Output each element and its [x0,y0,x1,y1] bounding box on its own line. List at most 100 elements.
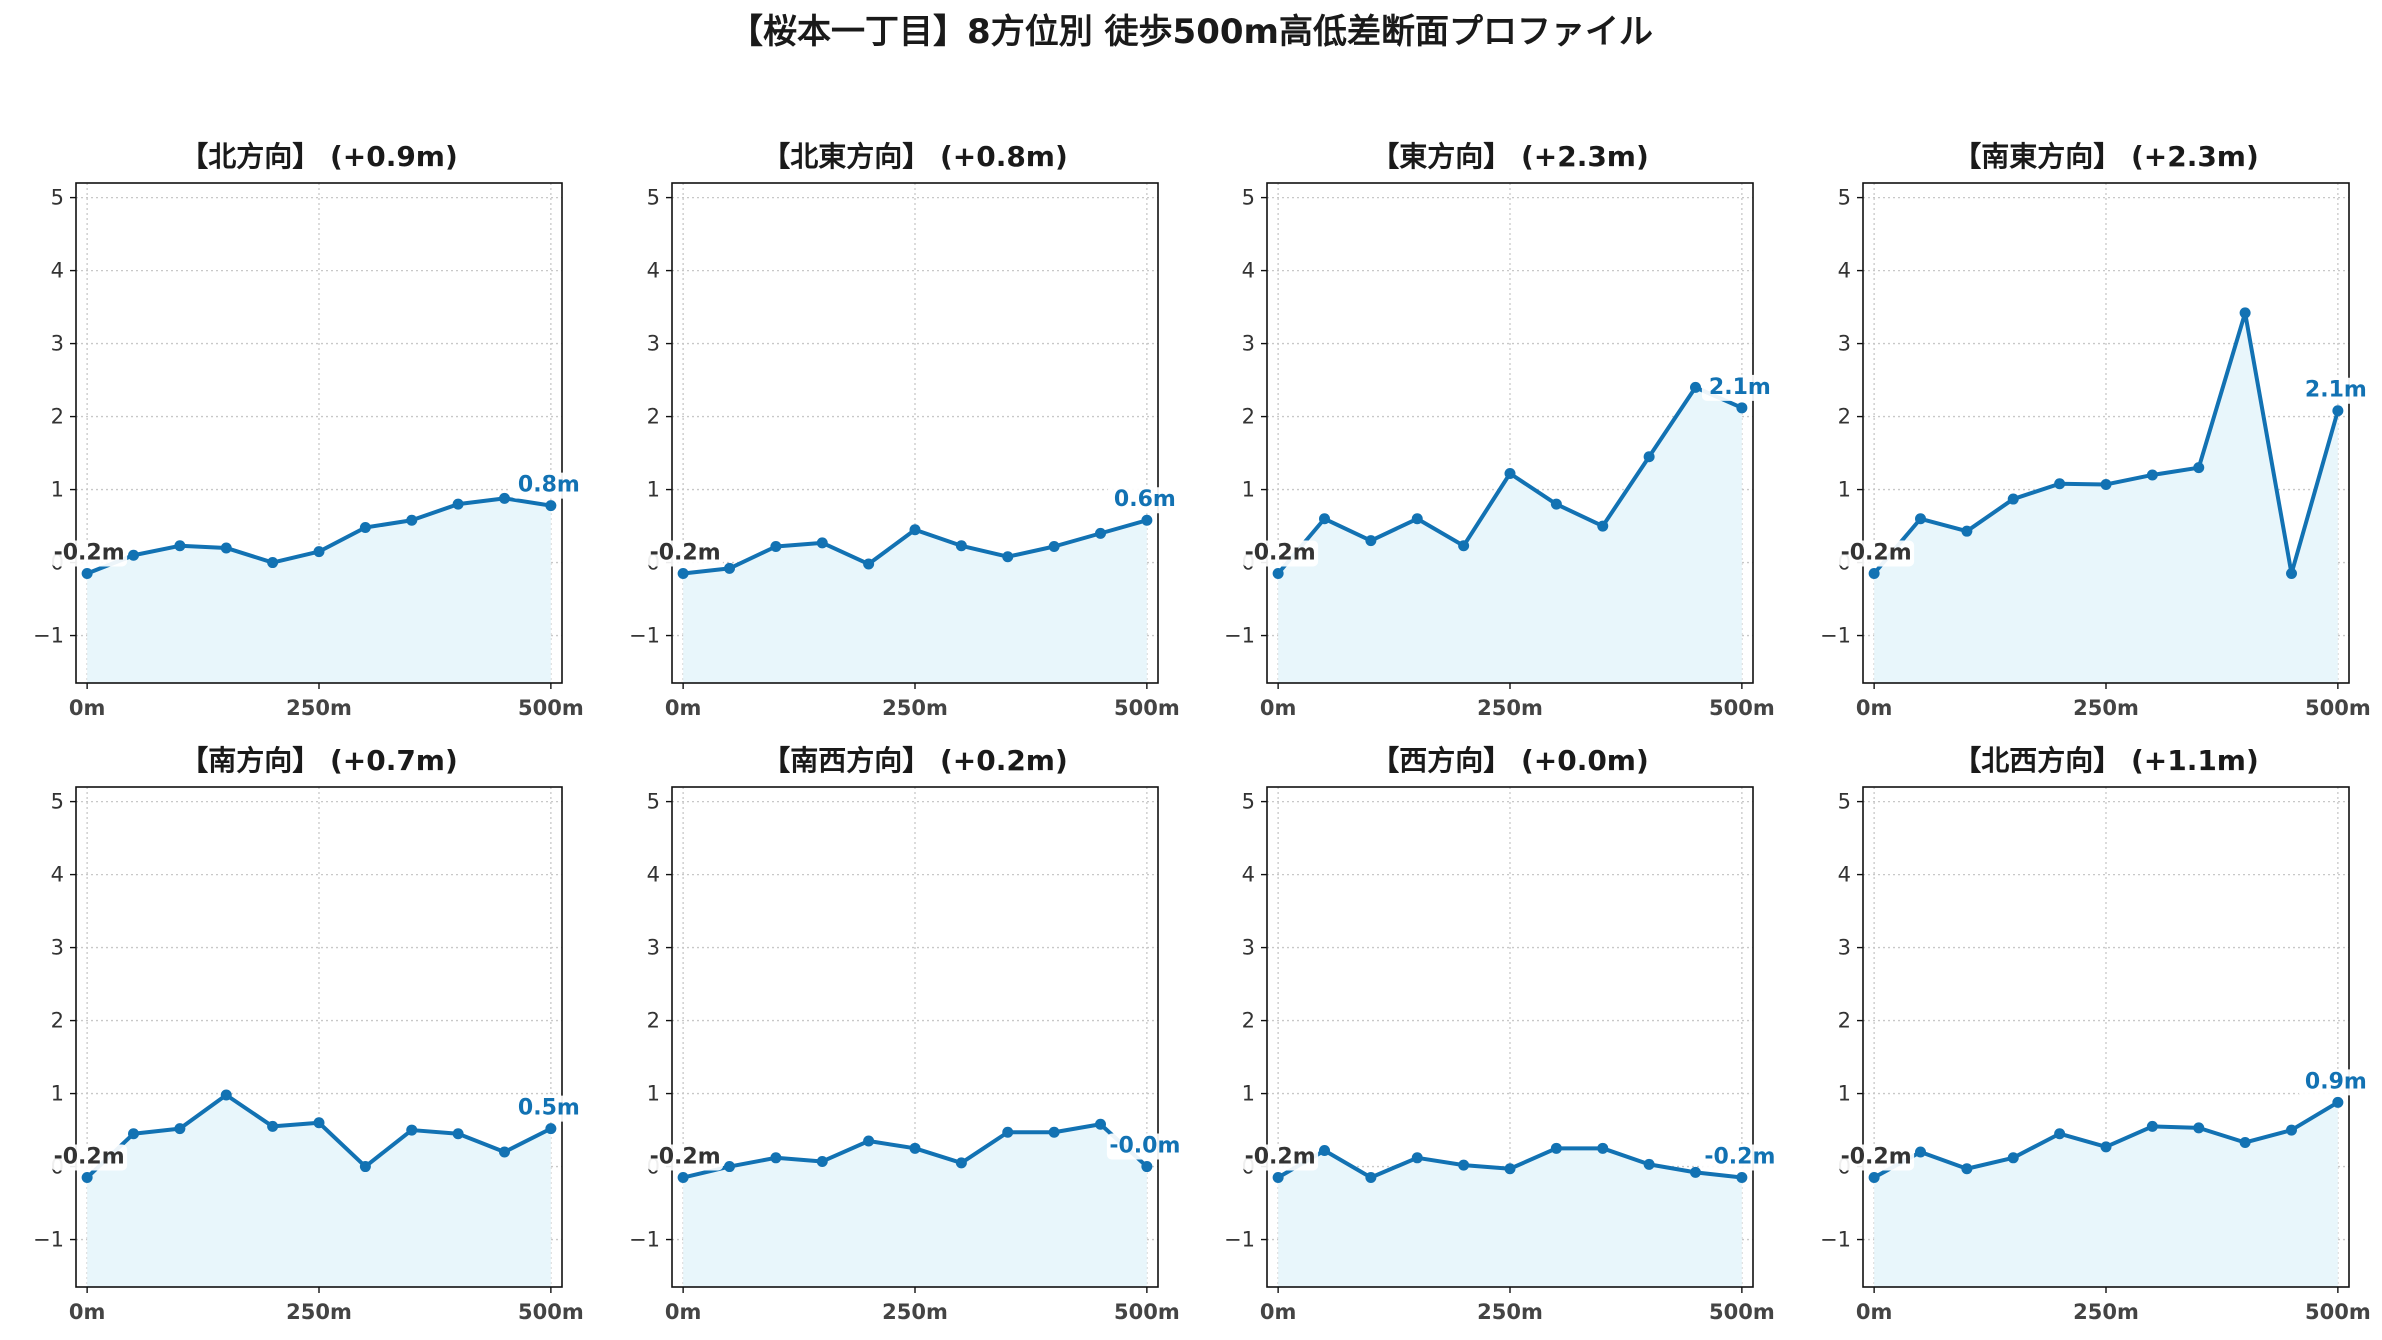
area-fill [1874,312,2338,683]
data-point [1689,1166,1701,1178]
end-label-bg [2297,1069,2374,1096]
x-tick-label: 0m [1856,696,1893,720]
data-point [128,1128,140,1140]
x-tick-label: 250m [2073,1300,2139,1324]
y-tick-label: 1 [1838,1082,1851,1106]
y-tick-label: 4 [647,259,660,283]
subplot-title: 【南方向】 (+0.7m) [180,744,458,777]
data-point [909,1142,921,1154]
data-point [2239,307,2251,319]
data-point [2100,1141,2112,1153]
x-tick-label: 0m [1856,1300,1893,1324]
area-fill [87,498,551,683]
y-tick-label: 1 [647,478,660,502]
subplot-title: 【南西方向】 (+0.2m) [762,744,1068,777]
data-point [267,557,279,569]
data-point [1141,514,1153,526]
y-tick-label: 1 [51,478,64,502]
data-point [1868,568,1880,580]
data-point [863,1135,875,1147]
end-elevation-label: 0.8m [518,473,580,498]
y-tick-label: 4 [1242,259,1255,283]
area-fill [1278,387,1742,683]
data-point [545,1123,557,1135]
y-tick-label: 4 [51,259,64,283]
y-tick-label: 3 [1838,936,1851,960]
data-point [1458,1159,1470,1171]
data-point [1048,1126,1060,1138]
subplot-8: 【北西方向】 (+1.1m)−10123450m250m500m-0.2m0.9… [1820,744,2374,1324]
start-label-bg [1242,1144,1319,1171]
subplot-2: 【北東方向】 (+0.8m)−10123450m250m500m-0.2m0.6… [629,140,1183,720]
y-tick-label: 2 [1242,405,1255,429]
data-point [1689,381,1701,393]
x-tick-label: 0m [665,696,702,720]
y-tick-label: 1 [1242,1082,1255,1106]
start-elevation-label: -0.2m [650,1145,721,1170]
start-elevation-label: -0.2m [650,541,721,566]
data-point [174,540,186,552]
data-point [770,541,782,553]
y-tick-label: 4 [1838,863,1851,887]
y-tick-label: 1 [647,1082,660,1106]
y-tick-label: 1 [1838,478,1851,502]
data-point [724,562,736,574]
data-point [1319,513,1331,525]
y-tick-label: 3 [51,332,64,356]
y-tick-label: 1 [51,1082,64,1106]
subplot-title: 【北方向】 (+0.9m) [180,140,458,173]
y-tick-label: −1 [33,624,64,648]
data-point [2285,568,2297,580]
data-point [128,549,140,561]
y-tick-label: 5 [647,790,660,814]
data-point [2146,469,2158,481]
y-tick-label: 5 [1838,186,1851,210]
data-point [313,1117,325,1129]
y-tick-label: 5 [1242,790,1255,814]
y-tick-label: 2 [647,405,660,429]
end-label-bg [510,1095,587,1122]
x-tick-label: 500m [1709,696,1775,720]
data-point [1961,1163,1973,1175]
end-label-bg [1106,1133,1183,1160]
y-tick-label: 4 [1838,259,1851,283]
data-point [81,568,93,580]
data-point [2193,1122,2205,1134]
x-tick-label: 500m [2305,1300,2371,1324]
data-point [1961,525,1973,537]
subplot-title: 【西方向】 (+0.0m) [1371,744,1649,777]
end-label-bg [1106,487,1183,514]
data-point [816,1155,828,1167]
figure-title: 【桜本一丁目】8方位別 徒歩500m高低差断面プロファイル [729,12,1653,52]
data-point [1048,541,1060,553]
data-point [1141,1161,1153,1173]
x-tick-label: 250m [286,1300,352,1324]
data-point [909,524,921,536]
data-point [2054,478,2066,490]
start-elevation-label: -0.2m [54,541,125,566]
data-point [1550,1142,1562,1154]
data-point [1365,1172,1377,1184]
start-label-bg [51,1144,128,1171]
data-point [2007,1152,2019,1164]
data-point [1736,402,1748,414]
data-point [955,540,967,552]
data-point [1002,551,1014,563]
data-point [2007,493,2019,505]
y-tick-label: 2 [51,405,64,429]
x-tick-label: 0m [665,1300,702,1324]
start-elevation-label: -0.2m [1245,1145,1316,1170]
data-point [220,542,232,554]
data-point [1002,1126,1014,1138]
data-point [816,537,828,549]
data-point [677,568,689,580]
data-point [498,1146,510,1158]
data-point [220,1089,232,1101]
subplot-grid: 【北方向】 (+0.9m)−10123450m250m500m-0.2m0.8m… [33,140,2374,1324]
x-tick-label: 250m [2073,696,2139,720]
data-point [2332,1096,2344,1108]
end-label-bg [1701,1144,1778,1171]
subplot-6: 【南西方向】 (+0.2m)−10123450m250m500m-0.2m-0.… [629,744,1183,1324]
data-point [724,1161,736,1173]
